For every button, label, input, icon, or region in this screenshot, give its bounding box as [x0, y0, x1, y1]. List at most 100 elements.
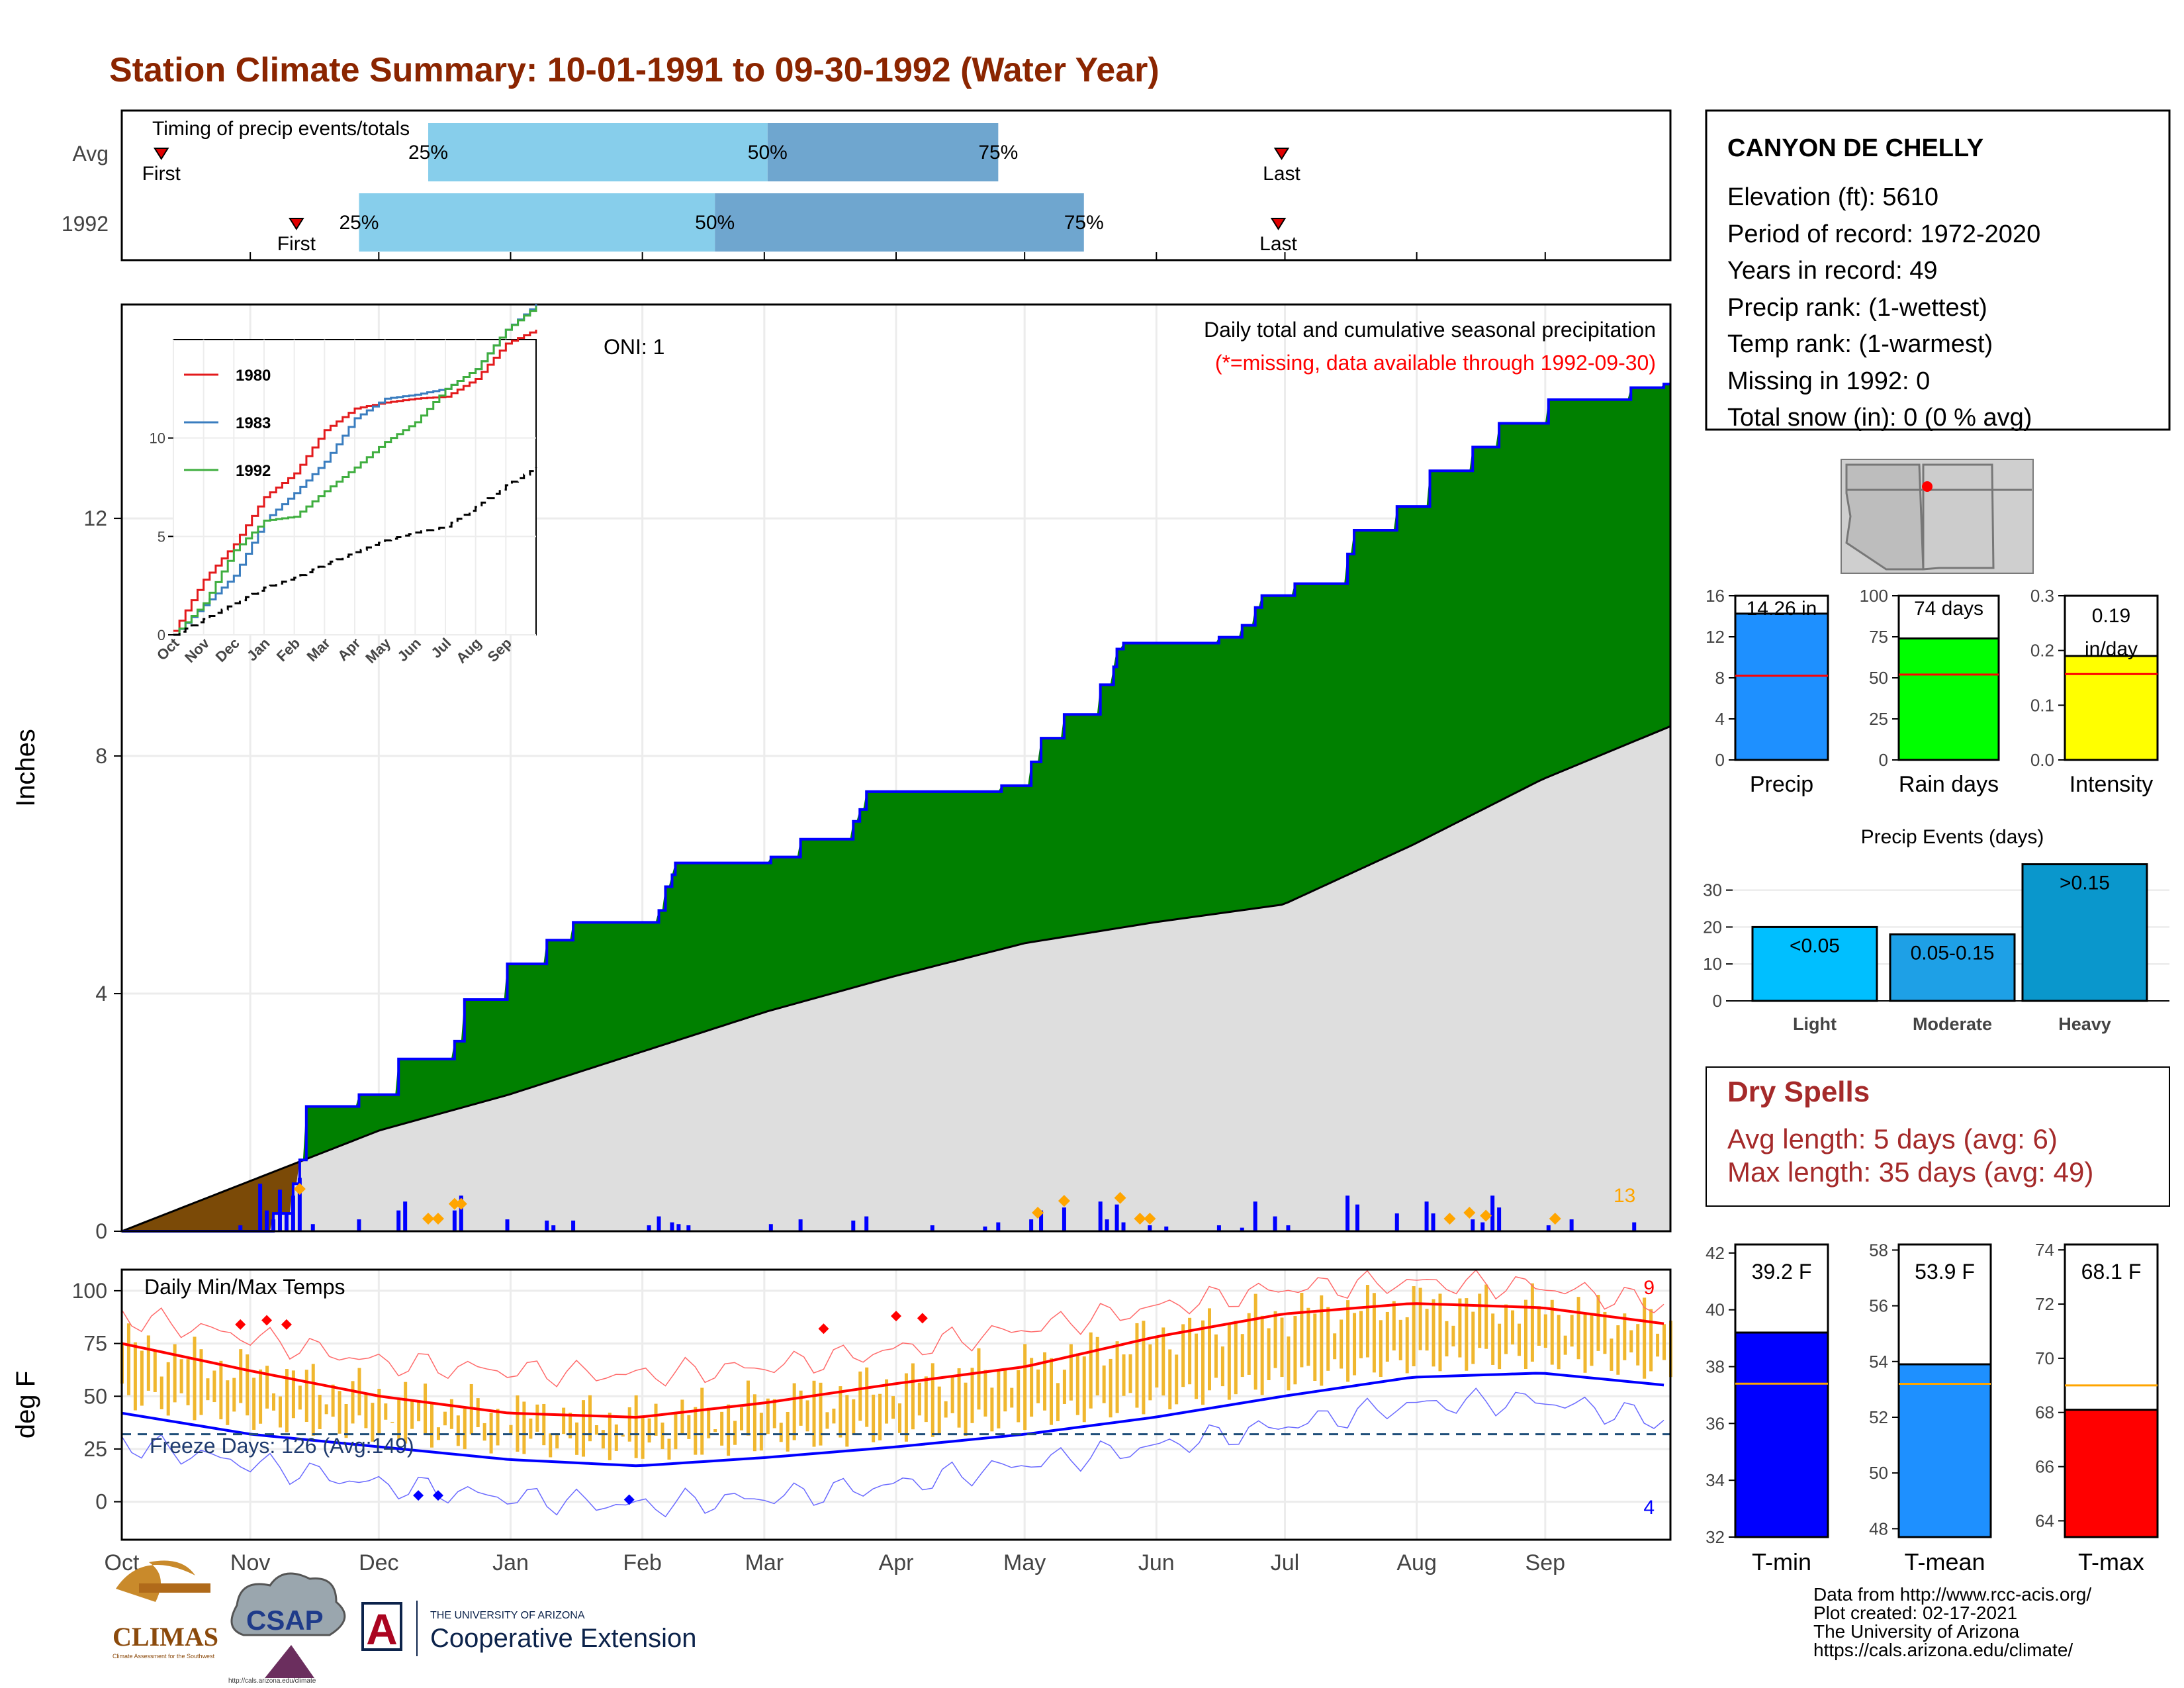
month-axis-labels: Oct Nov Dec Jan Feb Mar Apr May Jun Jul Aug Sep	[105, 1550, 1566, 1575]
daily-temp-range	[733, 1421, 737, 1445]
daily-precip-bar	[258, 1184, 263, 1231]
small-chart-tick-label: 0.2	[2030, 641, 2054, 661]
record-high-marker	[281, 1319, 292, 1330]
timing-bar-50-75	[715, 193, 1084, 252]
temp-chart-tick-label: 58	[1869, 1240, 1888, 1260]
small-chart-value-label: 74 days	[1914, 598, 1983, 620]
ua-big-text: Cooperative Extension	[430, 1624, 696, 1653]
daily-temp-range	[627, 1407, 631, 1442]
daily-precip-bar	[551, 1225, 556, 1231]
daily-temp-range	[186, 1359, 190, 1405]
precip-axes: 0 4 8 12	[83, 506, 122, 1243]
daily-temp-range	[839, 1386, 842, 1438]
daily-temp-range	[351, 1381, 355, 1424]
daily-precip-bar	[1029, 1219, 1034, 1231]
small-chart-value-label: 14.26 in	[1747, 598, 1817, 620]
daily-temp-range	[588, 1395, 592, 1442]
average-cumulative-fill	[122, 726, 1670, 1231]
record-high-marker	[818, 1323, 829, 1335]
daily-temp-range	[1102, 1365, 1106, 1403]
daily-temp-range	[865, 1367, 869, 1427]
daily-temp-range	[1207, 1308, 1211, 1391]
timing-bar-25-50	[359, 193, 715, 252]
daily-temp-range	[1504, 1304, 1508, 1354]
precip-areas	[121, 383, 1671, 1233]
daily-precip-bar	[1471, 1219, 1475, 1231]
daily-temp-range	[476, 1398, 480, 1427]
daily-temp-range	[562, 1407, 566, 1434]
temp-chart-label: T-max	[2078, 1548, 2144, 1575]
daily-temp-range	[931, 1363, 934, 1437]
daily-precip-bar	[1480, 1222, 1485, 1231]
daily-temp-range	[449, 1399, 453, 1429]
daily-temp-range	[1478, 1293, 1482, 1348]
daily-temp-range	[291, 1370, 295, 1419]
daily-precip-bar	[277, 1190, 282, 1231]
record-day-marker	[448, 1197, 461, 1210]
timing-bar-25-50	[428, 123, 768, 181]
daily-temp-range	[555, 1433, 559, 1449]
record-day-marker	[455, 1197, 467, 1210]
daily-temp-range	[1649, 1309, 1653, 1372]
daily-temp-range	[674, 1413, 678, 1450]
daily-temp-range	[1095, 1336, 1099, 1395]
events-category-label: Heavy	[2058, 1014, 2111, 1034]
daily-temp-range	[950, 1376, 954, 1413]
timing-row-label-1992: 1992	[62, 212, 109, 236]
daily-temp-range	[720, 1411, 724, 1446]
daily-temp-range	[1148, 1344, 1152, 1401]
daily-temp-range	[265, 1366, 269, 1409]
new-mexico-shape	[1922, 463, 1995, 571]
station-period: Period of record: 1972-2020	[1727, 220, 2040, 248]
first-event-marker	[153, 148, 169, 160]
daily-precip-bar	[657, 1216, 661, 1231]
temp-chart-tick-label: 72	[2035, 1294, 2054, 1314]
temp-ytick-label: 50	[83, 1384, 107, 1408]
daily-temp-range	[159, 1376, 163, 1409]
daily-temp-range	[1465, 1298, 1469, 1371]
daily-temp-range	[957, 1368, 961, 1428]
daily-temp-range	[1234, 1321, 1238, 1395]
daily-temp-range	[1017, 1370, 1021, 1423]
daily-temp-range	[614, 1424, 618, 1451]
record-day-marker	[1134, 1213, 1146, 1225]
daily-precip-bar	[1240, 1227, 1244, 1231]
daily-temp-range	[1306, 1307, 1310, 1366]
daily-temp-range	[542, 1403, 546, 1446]
daily-temp-range	[424, 1383, 428, 1434]
climas-subtext: Climate Assessment for the Southwest	[113, 1653, 215, 1660]
daily-temp-range	[825, 1412, 829, 1429]
daily-temp-range	[819, 1382, 823, 1446]
small-chart-tick-label: 16	[1706, 586, 1725, 606]
daily-temp-range	[872, 1394, 876, 1442]
daily-temp-range	[1432, 1299, 1435, 1367]
daily-temp-range	[621, 1434, 625, 1437]
daily-precip-bar	[1105, 1219, 1109, 1231]
daily-temp-range	[1260, 1315, 1264, 1395]
daily-temp-range	[1247, 1313, 1251, 1375]
daily-temp-range	[1583, 1313, 1587, 1373]
daily-temp-range	[1175, 1354, 1179, 1405]
daily-temp-range	[153, 1350, 157, 1392]
temp-chart-tick-label: 34	[1706, 1470, 1725, 1490]
daily-temp-range	[298, 1385, 302, 1410]
precip-ytick-label: 12	[83, 506, 107, 530]
daily-temp-range	[1530, 1283, 1534, 1362]
small-chart-tick-label: 8	[1715, 668, 1725, 688]
daily-temp-range	[707, 1407, 711, 1438]
temp-chart-tick-label: 66	[2035, 1457, 2054, 1477]
daily-precip-bar	[798, 1219, 803, 1231]
daily-temp-range	[1576, 1297, 1580, 1360]
daily-precip-bar	[1039, 1210, 1044, 1231]
credit-university: The University of Arizona	[1813, 1621, 2020, 1642]
daily-precip-bar	[1253, 1201, 1257, 1231]
month-label: Jun	[1138, 1550, 1175, 1575]
daily-temp-range	[746, 1380, 750, 1436]
daily-temp-range	[364, 1393, 368, 1429]
daily-temp-range	[404, 1382, 408, 1444]
daily-precip-bar	[1121, 1222, 1126, 1231]
timing-label-75: 75%	[1064, 212, 1104, 234]
last-event-label: Last	[1263, 163, 1300, 185]
events-category-label: Light	[1793, 1014, 1837, 1034]
